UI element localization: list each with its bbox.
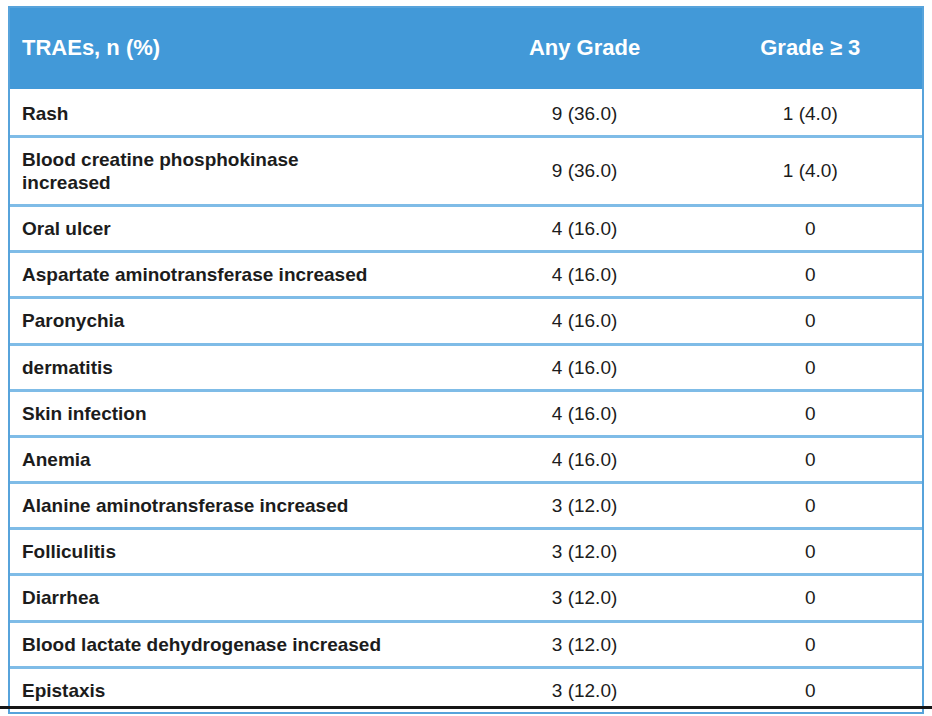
- event-name-cell: Blood creatine phosphokinase increased: [10, 136, 471, 205]
- column-header-grade-ge3: Grade ≥ 3: [699, 8, 922, 90]
- table-row: Blood lactate dehydrogenase increased3 (…: [10, 621, 922, 667]
- grade-ge3-value-cell: 0: [699, 529, 922, 575]
- any-grade-value-cell: 4 (16.0): [471, 206, 699, 252]
- table-row: Skin infection4 (16.0)0: [10, 390, 922, 436]
- grade-ge3-value-cell: 0: [699, 575, 922, 621]
- any-grade-value-cell: 4 (16.0): [471, 390, 699, 436]
- grade-ge3-value-cell: 0: [699, 436, 922, 482]
- adverse-events-table: TRAEs, n (%) Any Grade Grade ≥ 3 Rash9 (…: [10, 8, 922, 712]
- column-header-any-grade: Any Grade: [471, 8, 699, 90]
- table-row: Aspartate aminotransferase increased4 (1…: [10, 252, 922, 298]
- table-row: dermatitis4 (16.0)0: [10, 344, 922, 390]
- any-grade-value-cell: 3 (12.0): [471, 575, 699, 621]
- table-row: Oral ulcer4 (16.0)0: [10, 206, 922, 252]
- grade-ge3-value-cell: 0: [699, 252, 922, 298]
- event-name-cell: dermatitis: [10, 344, 471, 390]
- any-grade-value-cell: 9 (36.0): [471, 136, 699, 205]
- table-row: Folliculitis3 (12.0)0: [10, 529, 922, 575]
- grade-ge3-value-cell: 0: [699, 621, 922, 667]
- trae-table: TRAEs, n (%) Any Grade Grade ≥ 3 Rash9 (…: [8, 6, 924, 714]
- any-grade-value-cell: 3 (12.0): [471, 621, 699, 667]
- any-grade-value-cell: 4 (16.0): [471, 298, 699, 344]
- event-name-cell: Paronychia: [10, 298, 471, 344]
- grade-ge3-value-cell: 0: [699, 206, 922, 252]
- table-row: Rash9 (36.0)1 (4.0): [10, 90, 922, 136]
- any-grade-value-cell: 4 (16.0): [471, 436, 699, 482]
- event-name-cell: Blood lactate dehydrogenase increased: [10, 621, 471, 667]
- column-header-traes: TRAEs, n (%): [10, 8, 471, 90]
- table-row: Blood creatine phosphokinase increased9 …: [10, 136, 922, 205]
- page-canvas: TRAEs, n (%) Any Grade Grade ≥ 3 Rash9 (…: [0, 0, 932, 716]
- table-row: Anemia4 (16.0)0: [10, 436, 922, 482]
- grade-ge3-value-cell: 1 (4.0): [699, 90, 922, 136]
- event-name-cell: Anemia: [10, 436, 471, 482]
- table-row: Diarrhea3 (12.0)0: [10, 575, 922, 621]
- any-grade-value-cell: 9 (36.0): [471, 90, 699, 136]
- table-body: Rash9 (36.0)1 (4.0)Blood creatine phosph…: [10, 90, 922, 712]
- event-name-cell: Diarrhea: [10, 575, 471, 621]
- event-name-cell: Skin infection: [10, 390, 471, 436]
- event-name-cell: Folliculitis: [10, 529, 471, 575]
- table-row: Paronychia4 (16.0)0: [10, 298, 922, 344]
- event-name-cell: Oral ulcer: [10, 206, 471, 252]
- any-grade-value-cell: 3 (12.0): [471, 483, 699, 529]
- table-header-row: TRAEs, n (%) Any Grade Grade ≥ 3: [10, 8, 922, 90]
- grade-ge3-value-cell: 1 (4.0): [699, 136, 922, 205]
- grade-ge3-value-cell: 0: [699, 298, 922, 344]
- event-name-cell: Rash: [10, 90, 471, 136]
- grade-ge3-value-cell: 0: [699, 344, 922, 390]
- table-row: Alanine aminotransferase increased3 (12.…: [10, 483, 922, 529]
- any-grade-value-cell: 3 (12.0): [471, 529, 699, 575]
- event-name-cell: Alanine aminotransferase increased: [10, 483, 471, 529]
- event-name-cell: Aspartate aminotransferase increased: [10, 252, 471, 298]
- grade-ge3-value-cell: 0: [699, 390, 922, 436]
- grade-ge3-value-cell: 0: [699, 483, 922, 529]
- any-grade-value-cell: 4 (16.0): [471, 252, 699, 298]
- any-grade-value-cell: 4 (16.0): [471, 344, 699, 390]
- bottom-divider-line: [0, 706, 932, 709]
